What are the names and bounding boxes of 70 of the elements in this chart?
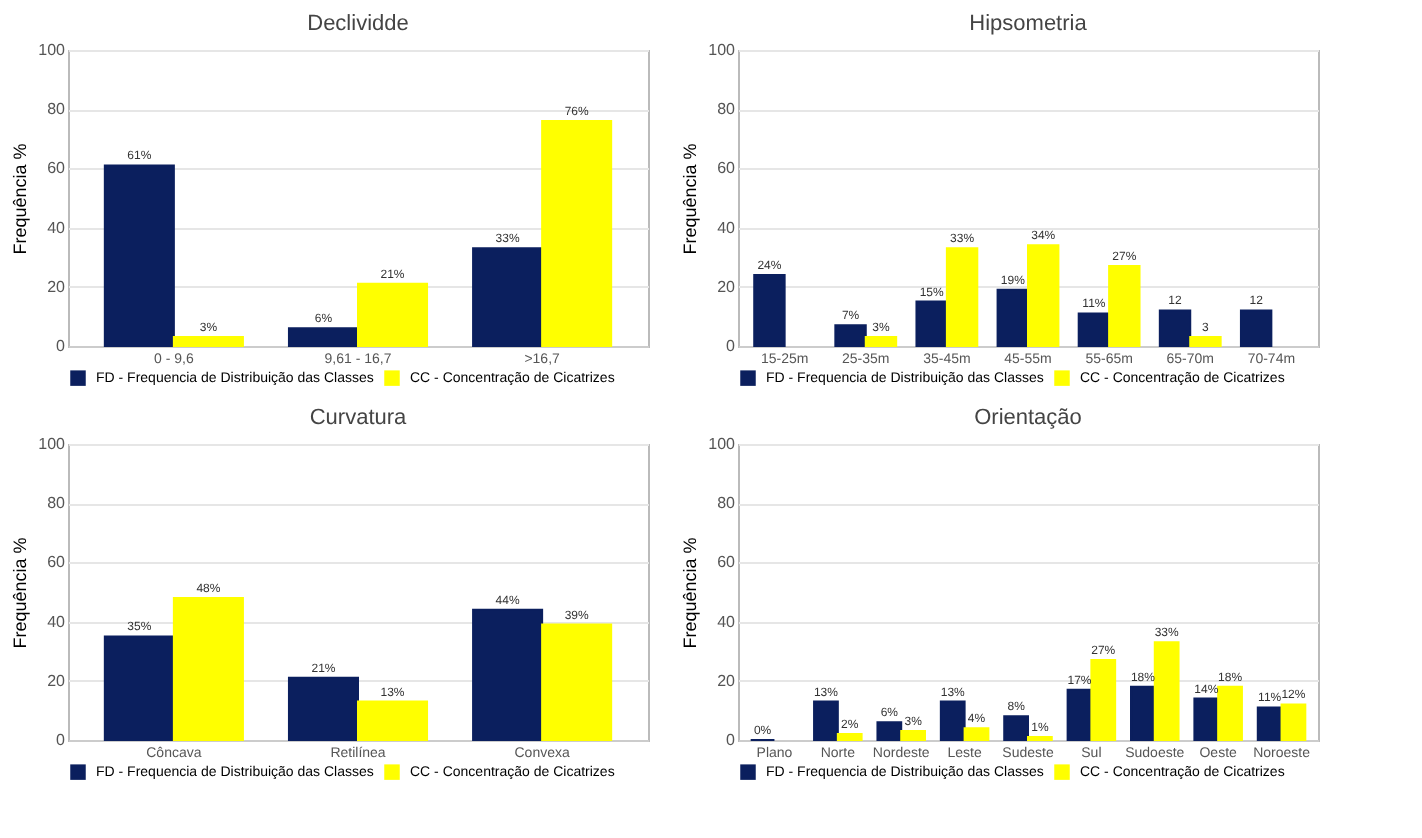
bar xyxy=(472,608,544,741)
bar xyxy=(172,336,244,347)
y-tick-label: 100 xyxy=(38,41,67,59)
bar xyxy=(1003,715,1029,741)
bar xyxy=(876,721,903,741)
y-tick-label: 80 xyxy=(717,494,737,513)
y-tick-label: 20 xyxy=(47,277,67,296)
bar xyxy=(541,120,613,347)
bar xyxy=(1280,703,1307,741)
y-tick-label: 60 xyxy=(47,159,67,178)
y-tick-label: 20 xyxy=(47,671,67,690)
y-tick-label: 20 xyxy=(717,671,737,690)
y-tick-label: 0 xyxy=(726,337,737,355)
bar xyxy=(963,727,990,741)
bar xyxy=(939,700,966,741)
bar xyxy=(813,700,839,741)
y-tick-label: 20 xyxy=(717,277,737,296)
y-tick-label: 40 xyxy=(717,218,737,237)
y-tick-label: 40 xyxy=(47,218,67,237)
bar xyxy=(541,623,613,741)
bar xyxy=(1217,685,1243,741)
bar xyxy=(103,635,175,741)
bar xyxy=(357,282,429,347)
y-tick-label: 100 xyxy=(708,41,737,59)
bar xyxy=(1130,685,1156,741)
bar xyxy=(900,730,926,741)
bar xyxy=(945,247,979,347)
chart-title: Declividde xyxy=(307,12,409,36)
y-axis-title: Frequência % xyxy=(10,143,31,255)
y-tick-label: 60 xyxy=(717,553,737,572)
bar xyxy=(1189,336,1222,347)
y-tick-label: 80 xyxy=(47,100,67,119)
bar xyxy=(1027,244,1060,347)
bar xyxy=(753,273,786,347)
bar xyxy=(836,733,863,741)
y-tick-label: 100 xyxy=(708,435,737,453)
y-tick-label: 40 xyxy=(47,612,67,631)
bar xyxy=(172,596,244,741)
y-tick-label: 60 xyxy=(717,159,737,178)
bar xyxy=(1090,659,1117,741)
y-axis-title: Frequência % xyxy=(680,537,701,649)
bar xyxy=(287,327,359,347)
bar xyxy=(1193,697,1220,741)
bar xyxy=(103,164,175,347)
chart-title: Hipsometria xyxy=(969,12,1089,36)
bar xyxy=(834,324,867,347)
bar xyxy=(472,247,544,347)
bar xyxy=(1239,309,1273,347)
bar xyxy=(864,336,898,347)
bar xyxy=(287,676,359,741)
y-axis-title: Frequência % xyxy=(680,143,701,255)
y-axis-title: Frequência % xyxy=(10,537,31,649)
chart-title: Curvatura xyxy=(309,406,409,430)
bar xyxy=(1158,309,1192,347)
y-tick-label: 80 xyxy=(717,100,737,119)
bar xyxy=(357,700,429,741)
y-tick-label: 80 xyxy=(47,494,67,513)
bar xyxy=(915,300,948,347)
chart-title: Orientação xyxy=(974,406,1082,430)
y-tick-label: 0 xyxy=(56,337,67,355)
bar xyxy=(1108,265,1141,347)
y-tick-label: 60 xyxy=(47,553,67,572)
y-tick-label: 100 xyxy=(38,435,67,453)
bar xyxy=(996,288,1029,347)
bar xyxy=(1256,706,1283,741)
y-tick-label: 40 xyxy=(717,612,737,631)
y-tick-label: 0 xyxy=(726,731,737,749)
bar xyxy=(1153,641,1180,741)
bar xyxy=(1077,312,1111,347)
y-tick-label: 0 xyxy=(56,731,67,749)
